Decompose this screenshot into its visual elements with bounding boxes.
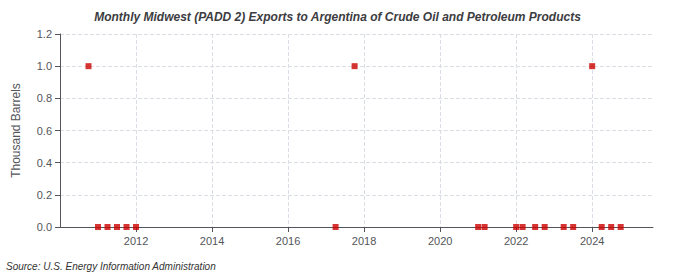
svg-text:0.6: 0.6 [37, 125, 52, 137]
svg-text:1.2: 1.2 [37, 28, 52, 40]
svg-text:Source: U.S. Energy Informatio: Source: U.S. Energy Information Administ… [6, 261, 216, 272]
svg-text:2018: 2018 [352, 235, 376, 247]
svg-text:0.2: 0.2 [37, 189, 52, 201]
svg-text:0.8: 0.8 [37, 92, 52, 104]
svg-text:2016: 2016 [276, 235, 300, 247]
svg-text:2012: 2012 [124, 235, 148, 247]
svg-text:2014: 2014 [200, 235, 224, 247]
svg-text:2020: 2020 [428, 235, 452, 247]
svg-text:1.0: 1.0 [37, 60, 52, 72]
svg-text:2022: 2022 [504, 235, 528, 247]
svg-text:0.0: 0.0 [37, 221, 52, 233]
svg-text:Monthly Midwest (PADD 2) Expor: Monthly Midwest (PADD 2) Exports to Arge… [94, 10, 581, 24]
svg-text:2024: 2024 [580, 235, 604, 247]
svg-text:Thousand Barrels: Thousand Barrels [9, 83, 23, 178]
svg-text:0.4: 0.4 [37, 157, 52, 169]
